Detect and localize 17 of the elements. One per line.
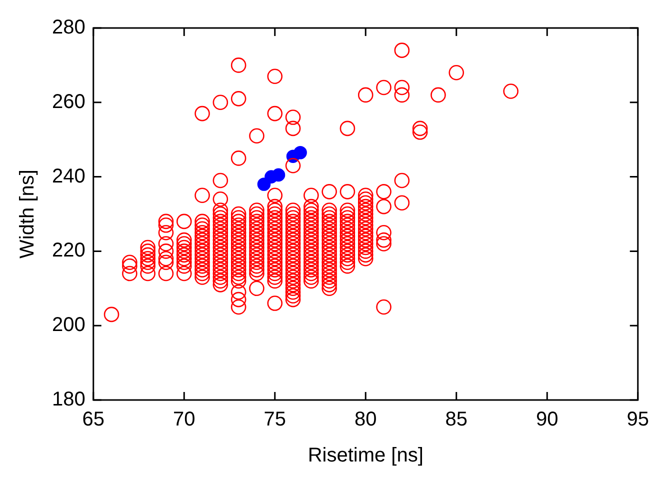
y-tick-label: 240 <box>52 165 86 188</box>
x-tick-label: 75 <box>264 408 286 431</box>
y-axis-title: Width [ns] <box>16 170 39 258</box>
x-tick-label: 80 <box>354 408 377 431</box>
x-axis-title: Risetime [ns] <box>308 444 424 467</box>
x-tick-label: 70 <box>172 408 196 431</box>
x-tick-label: 95 <box>626 408 649 431</box>
x-tick-label: 85 <box>445 408 468 431</box>
y-tick-label: 260 <box>52 90 86 113</box>
x-tick-label: 65 <box>82 408 104 431</box>
y-tick-label: 180 <box>52 388 86 411</box>
y-tick-label: 280 <box>52 16 86 39</box>
x-tick-label: 90 <box>536 408 558 431</box>
y-tick-label: 220 <box>52 240 86 262</box>
point <box>272 168 286 182</box>
y-tick-label: 200 <box>52 314 86 336</box>
point <box>294 146 307 160</box>
